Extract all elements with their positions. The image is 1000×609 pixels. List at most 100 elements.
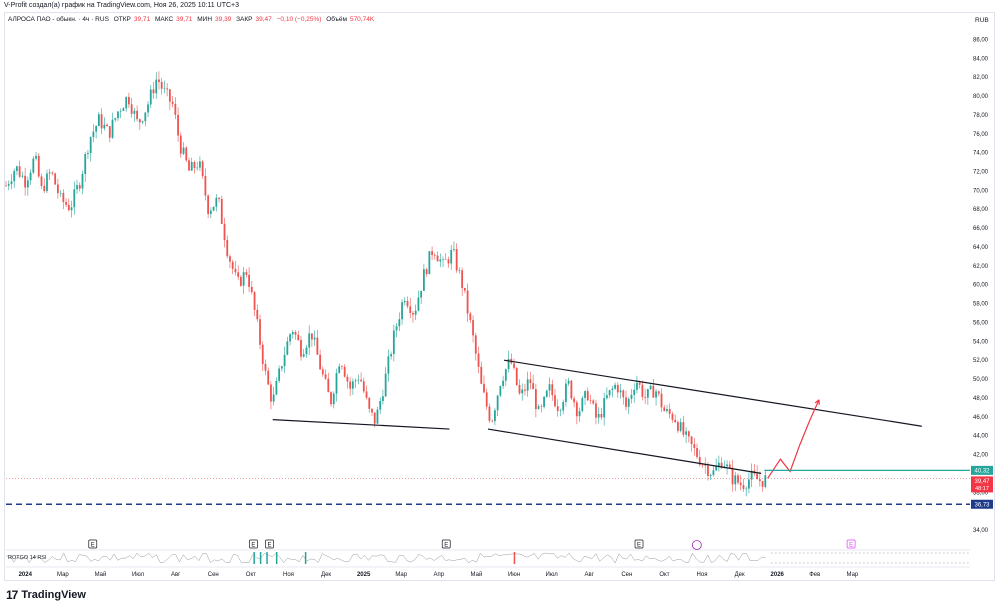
candle-body xyxy=(657,391,660,394)
y-tick-label: 74,00 xyxy=(973,151,989,157)
y-tick-label: 68,00 xyxy=(973,207,989,213)
candle-body xyxy=(174,103,177,115)
candle-body xyxy=(188,160,190,171)
candle-body xyxy=(220,198,223,224)
candle-body xyxy=(453,249,455,250)
candle-body xyxy=(272,394,275,402)
candle-body xyxy=(398,319,401,327)
currency-label[interactable]: RUB xyxy=(975,17,989,24)
tradingview-brand: TradingView xyxy=(21,589,86,601)
candle-body xyxy=(117,111,119,119)
indicator-label: ROTGO 14 RSI xyxy=(8,555,47,561)
candle-body xyxy=(100,114,103,129)
candle-body xyxy=(136,110,139,120)
candle-body xyxy=(308,333,311,348)
candle-body xyxy=(373,412,376,424)
y-tick-label: 70,00 xyxy=(973,188,989,194)
candle-body xyxy=(341,366,343,367)
candle-body xyxy=(474,335,477,354)
candle-body xyxy=(250,286,253,293)
candle-body xyxy=(133,110,136,114)
candle-body xyxy=(286,341,289,355)
earnings-event-icon xyxy=(249,539,258,549)
candle-body xyxy=(43,185,46,192)
candle-body xyxy=(234,268,237,273)
candle-body xyxy=(693,444,696,449)
candle-body xyxy=(726,464,728,467)
candle-body xyxy=(26,180,29,188)
candle-body xyxy=(29,172,32,181)
candle-body xyxy=(89,137,92,154)
candle-body xyxy=(152,89,155,94)
earnings-event-label: E xyxy=(91,543,95,549)
candle-body xyxy=(494,410,496,422)
candle-body xyxy=(239,276,242,286)
candle-body xyxy=(35,155,37,159)
candle-body xyxy=(567,380,570,384)
candle-body xyxy=(108,126,111,138)
candle-body xyxy=(177,114,179,136)
candle-body xyxy=(297,334,300,341)
x-tick-label: 2025 xyxy=(357,572,371,578)
candle-body xyxy=(660,393,663,408)
candle-body xyxy=(144,112,147,122)
earnings-event-label: E xyxy=(849,543,853,549)
candle-body xyxy=(190,162,193,171)
x-tick-label: Май xyxy=(471,571,483,578)
candle-body xyxy=(750,470,753,480)
candle-body xyxy=(461,270,464,288)
candle-body xyxy=(245,272,248,275)
candle-body xyxy=(543,396,545,407)
candle-body xyxy=(270,384,272,402)
rsi-line xyxy=(5,552,766,564)
candle-body xyxy=(573,398,576,403)
close-label: ЗАКР xyxy=(236,16,253,23)
x-tick-label: Ноя xyxy=(697,572,708,578)
rsi-signal-bar xyxy=(275,552,278,564)
candle-body xyxy=(472,320,474,336)
candle-body xyxy=(185,147,188,161)
candle-body xyxy=(155,79,158,94)
candle-body xyxy=(59,192,62,194)
candle-body xyxy=(349,381,352,389)
candle-body xyxy=(625,397,627,407)
candle-body xyxy=(313,337,316,340)
change-value: −0,10 (−0,25%) xyxy=(276,16,322,23)
candle-body xyxy=(365,391,368,398)
earnings-event-icon xyxy=(88,539,98,549)
y-tick-label: 48,00 xyxy=(973,396,989,402)
candle-body xyxy=(584,391,586,398)
earnings-event-icon xyxy=(265,539,274,549)
candle-body xyxy=(545,390,548,397)
y-tick-label: 82,00 xyxy=(973,75,989,81)
candle-body xyxy=(54,173,57,185)
candle-body xyxy=(641,384,644,397)
candle-body xyxy=(231,261,234,269)
candle-body xyxy=(436,255,439,262)
symbol-name[interactable]: АЛРОСА ПАО - обыкн. · 4ч · RUS xyxy=(8,16,109,23)
candle-body xyxy=(193,162,196,168)
candle-body xyxy=(630,394,633,399)
candle-body xyxy=(455,249,458,271)
candle-body xyxy=(551,384,554,396)
candle-body xyxy=(209,210,212,214)
y-tick-label: 52,00 xyxy=(973,358,989,364)
y-tick-label: 58,00 xyxy=(973,302,989,308)
candle-body xyxy=(463,287,466,291)
candle-body xyxy=(603,398,606,418)
candle-body xyxy=(565,383,567,403)
price-level-label: 36,73 xyxy=(974,503,990,509)
candle-body xyxy=(327,378,330,393)
candle-body xyxy=(204,175,207,196)
candle-body xyxy=(62,192,65,203)
candle-body xyxy=(611,388,614,391)
candle-body xyxy=(196,167,199,169)
candle-body xyxy=(548,384,551,391)
candle-body xyxy=(119,110,122,112)
candle-body xyxy=(422,269,425,291)
candle-body xyxy=(447,259,450,264)
candle-body xyxy=(16,166,18,171)
candle-body xyxy=(485,392,488,407)
candle-body xyxy=(275,380,278,395)
